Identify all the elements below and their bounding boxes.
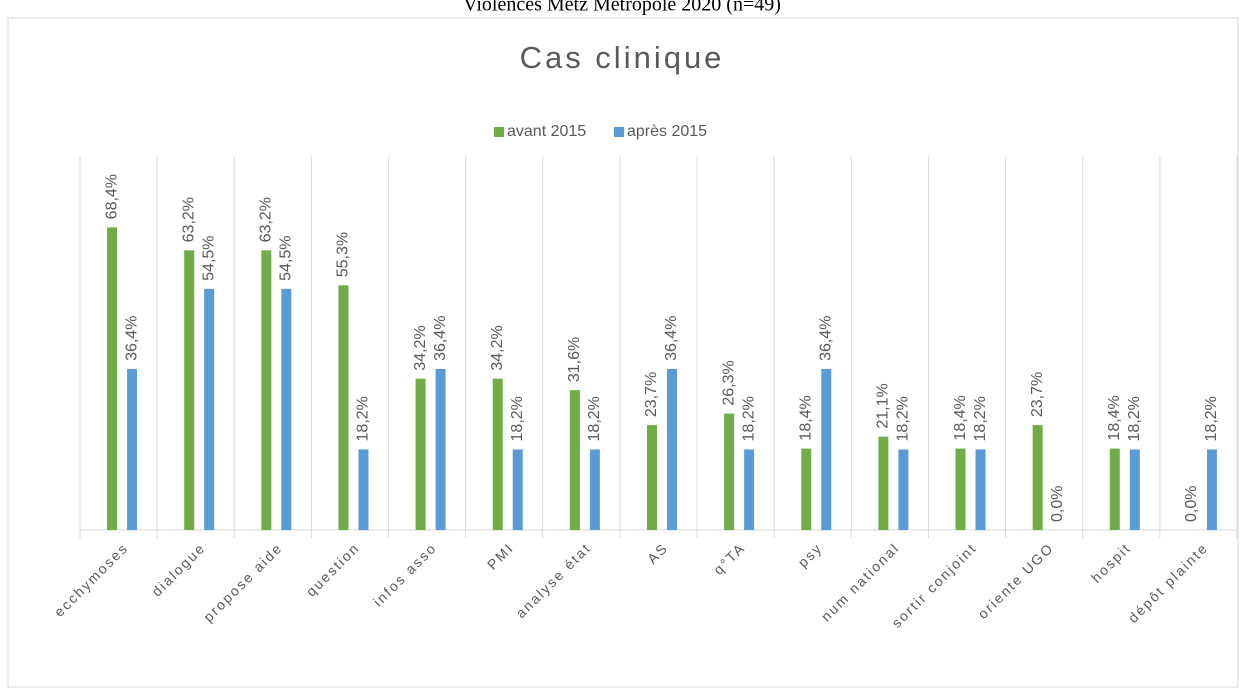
x-tick-label: oriente UGO [974, 539, 1056, 621]
data-label: 18,2% [895, 396, 912, 441]
bar [1032, 425, 1043, 530]
x-tick-label: question [303, 539, 363, 599]
x-tick-label: dépôt plainte [1125, 539, 1211, 625]
chart-frame [7, 17, 1239, 688]
bar [878, 436, 889, 530]
bar [975, 449, 986, 530]
data-label: 18,2% [1203, 396, 1220, 441]
data-label: 0,0% [1049, 486, 1066, 522]
bar [1109, 448, 1120, 530]
x-tick-label: PMI [484, 539, 517, 572]
bar [127, 368, 138, 530]
legend-label: après 2015 [627, 123, 707, 140]
data-label: 63,2% [258, 197, 275, 242]
x-tick-label: ecchymoses [51, 539, 131, 619]
data-label: 34,2% [412, 325, 429, 370]
data-label: 18,2% [972, 396, 989, 441]
bar [281, 288, 292, 530]
data-label: 18,4% [797, 395, 814, 440]
bar [512, 449, 523, 530]
data-label: 18,4% [1106, 395, 1123, 440]
x-tick-label: num national [818, 539, 903, 624]
x-tick-label: sortir conjoint [888, 539, 979, 630]
data-label: 18,4% [952, 395, 969, 440]
legend-label: avant 2015 [507, 123, 586, 140]
data-label: 54,5% [200, 235, 217, 280]
x-tick-label: dialogue [148, 539, 208, 599]
x-tick-label: q°TA [710, 539, 748, 577]
bar [744, 449, 755, 530]
bar [724, 413, 735, 530]
data-label: 63,2% [180, 197, 197, 242]
bar [801, 448, 812, 530]
data-label: 0,0% [1183, 486, 1200, 522]
x-tick-label: propose aide [200, 539, 286, 625]
data-label: 18,2% [1126, 396, 1143, 441]
bar [338, 285, 349, 530]
bar [107, 227, 118, 530]
data-label: 68,4% [103, 174, 120, 219]
bar [955, 448, 966, 530]
data-label: 18,2% [586, 396, 603, 441]
bar [435, 368, 446, 530]
x-tick-label: psy [795, 539, 826, 570]
bar [261, 250, 272, 530]
bar [569, 390, 580, 530]
bar [1206, 449, 1217, 530]
data-label: 36,4% [817, 316, 834, 361]
data-label: 18,2% [740, 396, 757, 441]
bar [667, 368, 677, 530]
legend-swatch [494, 127, 504, 137]
x-tick-label: AS [644, 539, 671, 566]
bar [898, 449, 909, 530]
data-label: 36,4% [123, 316, 140, 361]
data-label: 18,2% [355, 396, 372, 441]
data-label: 34,2% [489, 325, 506, 370]
data-label: 21,1% [875, 383, 892, 428]
bar [415, 378, 426, 530]
x-tick-label: hospit [1088, 539, 1134, 585]
data-label: 55,3% [335, 232, 352, 277]
x-tick-label: analyse état [512, 539, 594, 621]
bar [647, 425, 657, 530]
page-header: Violences Metz Métropole 2020 (n=49) [463, 0, 781, 16]
data-label: 23,7% [1029, 372, 1046, 417]
data-label: 36,4% [432, 316, 449, 361]
data-label: 54,5% [278, 235, 295, 280]
data-label: 26,3% [720, 360, 737, 405]
bar [1129, 449, 1140, 530]
bar [589, 449, 600, 530]
bar [184, 250, 195, 530]
bar [358, 449, 369, 530]
x-tick-label: infos asso [370, 539, 440, 609]
chart-title: Cas clinique [520, 40, 725, 75]
data-label: 36,4% [663, 316, 680, 361]
data-label: 31,6% [566, 337, 583, 382]
data-label: 23,7% [643, 372, 660, 417]
bar [492, 378, 503, 530]
data-label: 18,2% [509, 396, 526, 441]
bar [204, 288, 215, 530]
legend-swatch [614, 127, 624, 137]
bar [821, 368, 832, 530]
